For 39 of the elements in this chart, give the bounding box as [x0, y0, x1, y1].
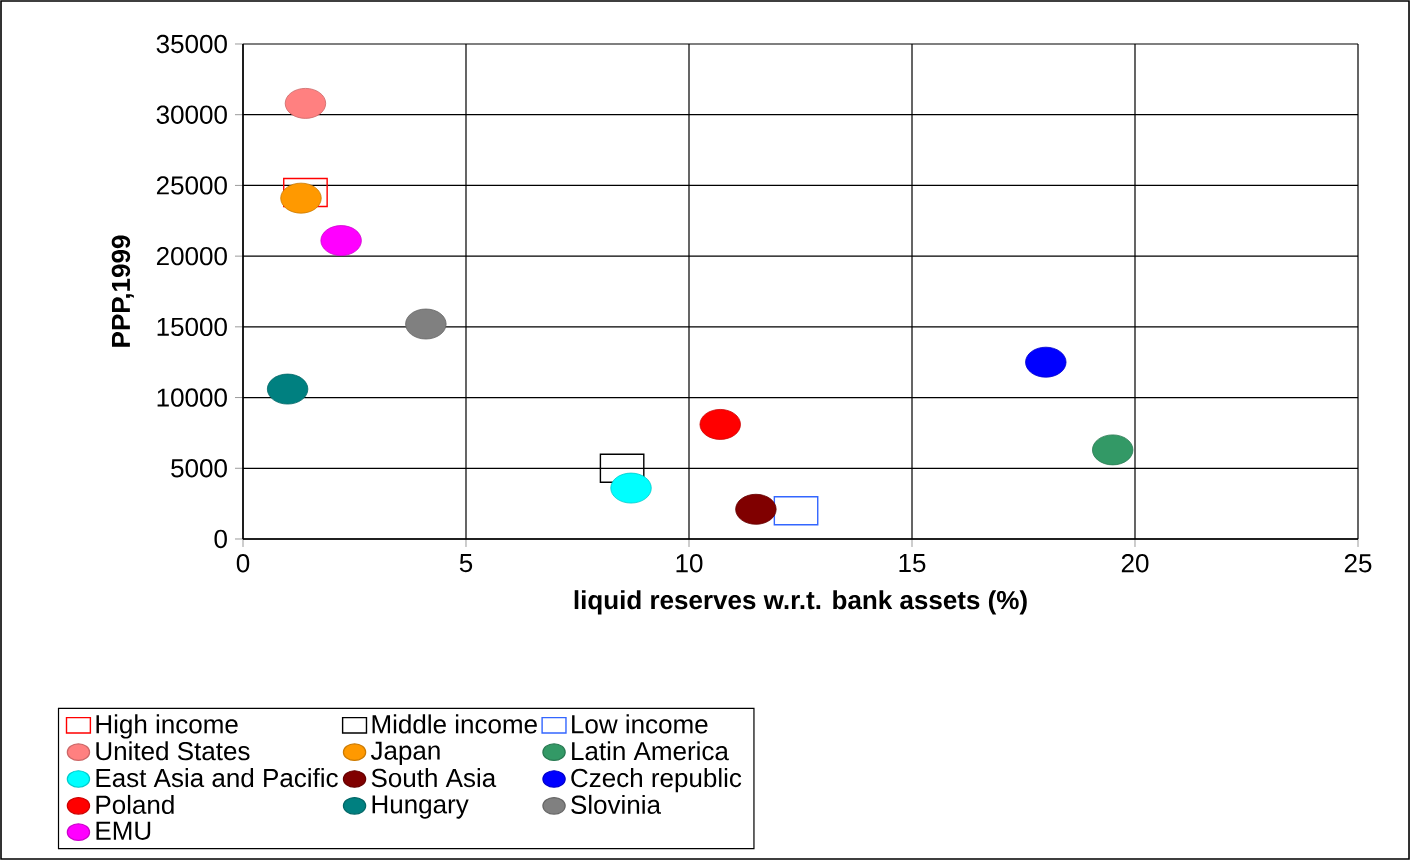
x-axis-title: liquid reserves w.r.t. bank assets (%) — [574, 590, 1027, 615]
y-tick-label: 35000 — [156, 34, 227, 54]
y-tick-label: 10000 — [157, 388, 227, 407]
x-tick-label: 15 — [899, 554, 926, 573]
legend-label: Japan — [370, 741, 440, 765]
x-tick-label: 0 — [236, 554, 250, 573]
x-tick-label: 5 — [459, 554, 473, 573]
legend-label: East Asia and Pacific — [96, 768, 338, 788]
y-tick-label: 30000 — [156, 105, 227, 124]
point — [320, 225, 362, 256]
y-tick-label: 0 — [214, 529, 227, 549]
y-tick-label: 5000 — [171, 459, 227, 478]
legend-label: United States — [96, 741, 250, 761]
point — [699, 409, 741, 440]
point — [266, 373, 309, 405]
point — [405, 308, 447, 340]
point — [280, 182, 322, 214]
point — [735, 493, 777, 525]
legend-label: South Asia — [371, 768, 497, 788]
legend-label: EMU — [96, 821, 151, 840]
x-tick-label: 25 — [1344, 554, 1372, 573]
legend-label: Slovinia — [571, 794, 662, 814]
legend-label: Hungary — [372, 795, 469, 819]
x-tick-label: 20 — [1121, 554, 1149, 573]
legend-label: Latin America — [572, 741, 729, 761]
y-axis-title: PPP,1999 — [111, 235, 134, 347]
point — [1025, 346, 1067, 378]
point — [284, 87, 327, 119]
point — [1092, 434, 1134, 466]
point — [610, 472, 652, 504]
legend-label: Middle income — [372, 714, 537, 734]
legend-label: Poland — [96, 794, 174, 814]
y-tick-label: 15000 — [157, 317, 227, 337]
y-tick-label: 25000 — [156, 176, 227, 195]
legend-label: Czech republic — [571, 768, 742, 793]
legend-label: High income — [96, 714, 238, 739]
y-tick-label: 20000 — [156, 246, 227, 266]
legend-label: Low income — [572, 714, 708, 734]
x-tick-label: 10 — [676, 554, 703, 573]
